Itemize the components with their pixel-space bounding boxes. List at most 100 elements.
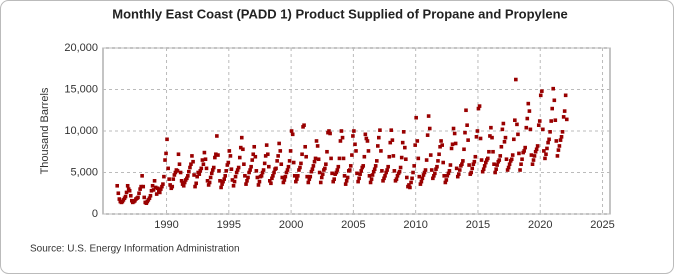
data-point bbox=[345, 175, 350, 180]
data-point bbox=[552, 98, 557, 103]
data-point bbox=[341, 156, 346, 161]
data-point bbox=[440, 143, 445, 147]
data-point bbox=[408, 185, 412, 190]
data-point bbox=[392, 169, 397, 173]
data-point bbox=[281, 180, 286, 185]
data-point bbox=[175, 169, 180, 173]
data-point bbox=[313, 156, 318, 161]
data-point bbox=[304, 154, 308, 159]
data-point bbox=[223, 174, 228, 178]
data-point bbox=[446, 171, 451, 176]
data-point bbox=[222, 177, 227, 181]
data-point bbox=[401, 130, 406, 134]
data-point bbox=[292, 174, 297, 178]
x-tick-label: 2020 bbox=[528, 219, 552, 231]
data-point bbox=[178, 170, 183, 175]
data-point bbox=[317, 170, 322, 175]
y-tick-label: 5,000 bbox=[70, 166, 98, 178]
data-point bbox=[299, 161, 303, 166]
data-point bbox=[362, 154, 367, 159]
y-tick-label: 15,000 bbox=[64, 83, 98, 95]
data-point bbox=[515, 122, 519, 127]
data-point bbox=[381, 179, 385, 183]
data-point bbox=[452, 131, 457, 136]
data-point bbox=[244, 182, 248, 186]
data-point bbox=[155, 186, 160, 191]
data-point bbox=[295, 177, 299, 181]
data-point bbox=[422, 170, 427, 175]
data-point bbox=[357, 176, 361, 181]
data-point bbox=[462, 147, 466, 152]
data-point bbox=[378, 128, 382, 132]
data-point bbox=[185, 176, 189, 181]
data-point bbox=[467, 163, 471, 167]
data-point bbox=[531, 158, 536, 162]
data-point bbox=[564, 117, 569, 122]
data-point bbox=[261, 168, 266, 172]
data-point bbox=[286, 164, 291, 169]
data-point bbox=[285, 168, 290, 172]
data-point bbox=[443, 180, 448, 185]
data-point bbox=[207, 180, 212, 185]
data-point bbox=[164, 151, 168, 156]
data-point bbox=[376, 144, 380, 148]
data-point bbox=[447, 169, 452, 173]
data-point bbox=[264, 143, 269, 147]
data-point bbox=[538, 93, 543, 98]
data-point bbox=[128, 193, 133, 198]
data-point bbox=[444, 178, 449, 182]
data-point bbox=[373, 164, 378, 168]
data-point bbox=[147, 196, 152, 201]
data-point bbox=[278, 149, 283, 153]
data-point bbox=[247, 170, 251, 175]
data-point bbox=[436, 159, 440, 163]
data-point bbox=[449, 146, 454, 151]
data-point bbox=[251, 152, 256, 157]
data-point bbox=[149, 188, 154, 193]
data-point bbox=[179, 179, 184, 183]
data-point bbox=[271, 174, 275, 178]
data-point bbox=[276, 154, 280, 158]
data-point bbox=[328, 131, 332, 136]
data-point bbox=[351, 134, 355, 138]
data-point bbox=[510, 153, 515, 157]
data-point bbox=[554, 139, 559, 143]
data-point bbox=[367, 174, 372, 178]
data-point bbox=[138, 187, 142, 191]
data-point bbox=[177, 162, 182, 166]
data-point bbox=[549, 119, 554, 123]
data-point bbox=[503, 135, 508, 140]
data-point bbox=[287, 159, 292, 163]
data-point bbox=[460, 162, 464, 166]
data-point bbox=[399, 155, 404, 160]
data-point bbox=[465, 123, 469, 127]
data-point bbox=[234, 170, 239, 175]
data-point bbox=[363, 132, 368, 137]
data-point bbox=[283, 174, 288, 179]
data-point bbox=[372, 167, 377, 171]
data-point bbox=[527, 109, 532, 113]
data-point bbox=[475, 129, 480, 133]
data-point bbox=[170, 184, 175, 189]
data-point bbox=[405, 175, 409, 180]
data-point bbox=[354, 149, 358, 153]
data-point bbox=[482, 164, 487, 168]
data-point bbox=[199, 166, 204, 171]
data-point bbox=[115, 183, 120, 188]
y-tick-label: 10,000 bbox=[64, 125, 98, 137]
data-point bbox=[288, 149, 293, 153]
data-point bbox=[507, 162, 512, 166]
data-point bbox=[210, 168, 215, 172]
data-point bbox=[229, 167, 234, 171]
data-point bbox=[272, 170, 276, 175]
data-point bbox=[329, 156, 333, 161]
data-point bbox=[375, 159, 379, 163]
data-point bbox=[457, 168, 462, 172]
data-point bbox=[499, 144, 504, 149]
data-point bbox=[473, 154, 478, 159]
data-point bbox=[376, 135, 381, 140]
data-point bbox=[516, 132, 520, 137]
data-point bbox=[558, 138, 563, 142]
data-point bbox=[380, 169, 384, 173]
